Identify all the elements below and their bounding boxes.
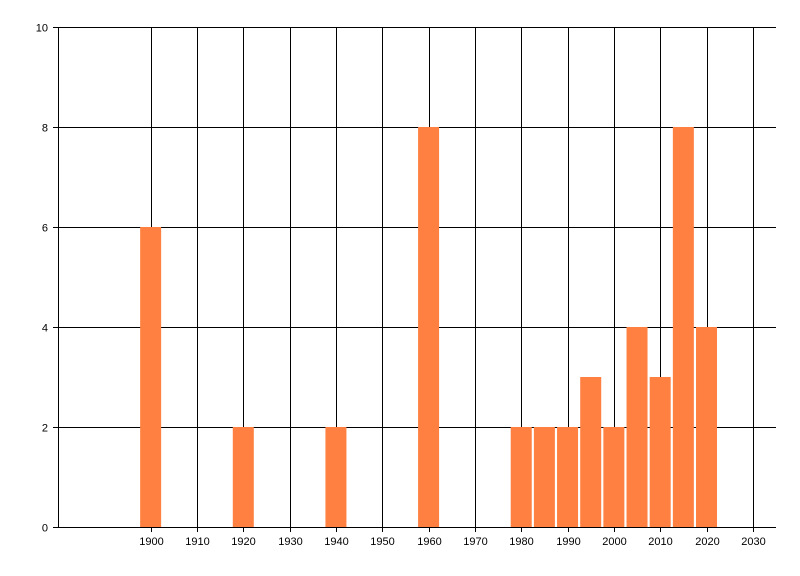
bars [140, 127, 718, 527]
x-tick-label: 1960 [417, 536, 441, 548]
x-tick-label: 1970 [463, 536, 487, 548]
x-tick-label: 2010 [648, 536, 672, 548]
bar [533, 427, 555, 527]
x-tick-label: 1950 [370, 536, 394, 548]
x-tick-label: 1980 [509, 536, 533, 548]
y-tick-label: 6 [42, 223, 48, 235]
y-tick-label: 4 [42, 323, 48, 335]
bar [580, 377, 602, 527]
bar [603, 427, 625, 527]
bar [557, 427, 579, 527]
y-tick-label: 0 [42, 523, 48, 535]
tick-labels: 0 2 4 6 8 10 1900 1910 1920 1930 1940 1950 1960 1970 1… [36, 23, 766, 549]
axes [53, 27, 776, 532]
bar [325, 427, 347, 527]
bar [626, 327, 648, 527]
x-tick-label: 1930 [278, 536, 302, 548]
bar [510, 427, 532, 527]
bar [649, 377, 671, 527]
x-tick-label: 2020 [695, 536, 719, 548]
bar [696, 327, 718, 527]
bar [418, 127, 440, 527]
x-tick-label: 2000 [602, 536, 626, 548]
x-tick-label: 1910 [185, 536, 209, 548]
x-tick-label: 2030 [741, 536, 765, 548]
x-tick-label: 1920 [231, 536, 255, 548]
x-tick-label: 1900 [139, 536, 163, 548]
bar [140, 227, 162, 527]
x-tick-label: 1990 [556, 536, 580, 548]
bar [672, 127, 694, 527]
y-tick-label: 10 [36, 23, 48, 35]
y-tick-label: 2 [42, 423, 48, 435]
bar [232, 427, 254, 527]
x-tick-label: 1940 [324, 536, 348, 548]
y-tick-label: 8 [42, 123, 48, 135]
